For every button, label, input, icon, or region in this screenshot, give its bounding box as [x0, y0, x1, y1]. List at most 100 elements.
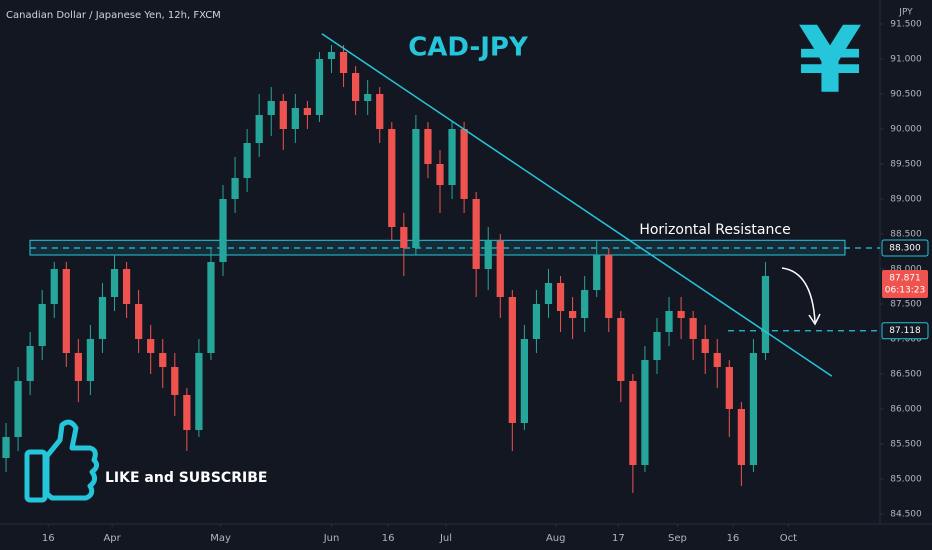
countdown-label: 06:13:23: [885, 286, 925, 296]
candle-body: [665, 311, 673, 332]
candle-body: [14, 381, 22, 437]
y-tick-label: 90.500: [890, 90, 922, 100]
x-tick-label: Jul: [439, 533, 452, 544]
projection-arrowhead: [808, 313, 821, 326]
candle-body: [122, 269, 131, 304]
candle-body: [737, 409, 745, 465]
candle-body: [713, 353, 721, 367]
yen-symbol: ¥: [798, 6, 862, 113]
candle-body: [255, 115, 263, 143]
candle-body: [689, 318, 697, 339]
y-tick-label: 89.000: [890, 195, 922, 205]
chart-title: CAD-JPY: [408, 33, 529, 63]
y-tick-label: 84.500: [890, 510, 922, 520]
candle-body: [593, 255, 601, 290]
candle-body: [544, 283, 553, 304]
candle-body: [641, 360, 649, 465]
candle-body: [556, 283, 565, 311]
candle-body: [50, 269, 58, 304]
candle-body: [412, 129, 420, 248]
y-tick-label: 87.500: [890, 300, 922, 310]
candle-body: [508, 297, 516, 423]
x-tick-label: Jun: [323, 533, 340, 544]
y-tick-label: 85.000: [890, 475, 922, 485]
y-tick-label: 91.000: [890, 55, 922, 65]
x-tick-label: May: [210, 533, 231, 544]
resistance-badge: [881, 239, 929, 257]
x-tick-label: 16: [727, 533, 740, 544]
thumbs-up-icon: [24, 419, 100, 503]
y-tick-label: 86.500: [890, 370, 922, 380]
candle-body: [231, 178, 239, 199]
y-tick-label: 89.500: [890, 160, 922, 170]
resistance-label: Horizontal Resistance: [639, 222, 790, 238]
candle-body: [183, 395, 191, 430]
candle-body: [291, 108, 299, 129]
y-axis-label: JPY: [898, 8, 913, 18]
trendline: [321, 33, 833, 377]
support-badge: [881, 322, 929, 340]
x-tick-label: Sep: [668, 533, 687, 544]
candle-body: [605, 255, 613, 318]
candle-body: [352, 73, 360, 101]
candle-body: [376, 94, 384, 129]
candle-body: [303, 108, 312, 115]
candle-body: [98, 297, 107, 339]
y-tick-label: 88.000: [890, 265, 922, 275]
cta-text: LIKE and SUBSCRIBE: [105, 470, 267, 486]
candle-body: [484, 241, 492, 269]
x-tick-label: Oct: [780, 533, 797, 544]
x-tick-label: Apr: [103, 533, 121, 544]
candle-body: [653, 332, 661, 360]
candle-body: [761, 276, 770, 353]
y-tick-label: 88.500: [890, 230, 922, 240]
candle-body: [243, 143, 251, 178]
candle-body: [26, 346, 34, 381]
y-tick-label: 90.000: [890, 125, 922, 135]
candle-body: [629, 381, 637, 465]
candle-body: [364, 94, 372, 101]
candle-body: [701, 339, 709, 353]
candle-body: [171, 367, 179, 395]
candle-body: [472, 199, 480, 269]
candle-body: [315, 59, 324, 115]
candle-body: [74, 353, 82, 381]
candle-body: [496, 241, 504, 297]
candle-body: [460, 129, 468, 199]
candle-body: [725, 367, 733, 409]
y-tick-label: 86.000: [890, 405, 922, 415]
candle-body: [448, 129, 456, 185]
candle-body: [339, 52, 348, 73]
candle-body: [135, 304, 143, 339]
last-price-badge: [882, 270, 928, 299]
candle-body: [327, 52, 336, 59]
support-badge-label: 87.118: [889, 326, 921, 336]
candle-body: [581, 290, 589, 318]
candle-body: [532, 304, 541, 339]
candle-body: [400, 227, 408, 248]
candle-body: [159, 353, 167, 367]
y-tick-label: 85.500: [890, 440, 922, 450]
candle-body: [388, 129, 396, 227]
candle-body: [568, 311, 577, 318]
last-price-label: 87.871: [889, 274, 921, 284]
resistance-badge-label: 88.300: [889, 244, 921, 254]
candle-body: [207, 262, 215, 353]
candle-body: [677, 311, 685, 318]
candle-body: [38, 304, 46, 346]
candle-body: [424, 129, 432, 164]
x-tick-label: Aug: [546, 533, 566, 544]
y-tick-label: 91.500: [890, 20, 922, 30]
candle-body: [2, 437, 10, 458]
candle-body: [86, 339, 95, 381]
candle-body: [62, 269, 70, 353]
chart-subtitle: Canadian Dollar / Japanese Yen, 12h, FXC…: [6, 10, 221, 21]
projection-arrow: [781, 267, 816, 323]
candle-body: [749, 353, 758, 465]
x-tick-label: 16: [382, 533, 395, 544]
candle-body: [520, 339, 528, 423]
candle-body: [110, 269, 119, 297]
candle-body: [219, 199, 227, 262]
